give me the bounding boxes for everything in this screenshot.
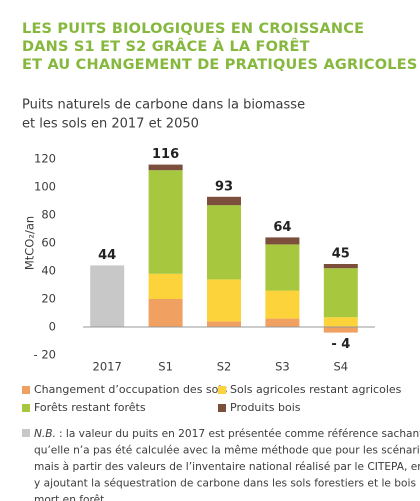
bar-segment [148,273,183,299]
legend-label: Produits bois [230,401,301,414]
total-label: 116 [152,147,179,162]
bar-segment [265,318,300,327]
value-label: - 4 [331,337,350,352]
x-tick-label: S2 [217,360,232,374]
total-label: 93 [215,179,233,194]
note-lead: N.B. [34,428,56,440]
bar-segment [265,290,300,319]
x-tick-label: S1 [158,360,173,374]
bar-segment [207,279,241,322]
y-tick-label: 100 [34,180,56,194]
total-label: 44 [98,248,116,263]
legend-swatch [22,404,30,412]
y-tick-label: 20 [41,292,56,306]
bar-segment [323,264,358,269]
note-line: mais à partir des valeurs de l’inventair… [34,461,420,473]
total-label: 64 [273,220,291,235]
legend-swatch [218,386,226,394]
y-tick-label: 120 [34,152,56,166]
bar-segment [265,237,300,245]
legend-label: Sols agricoles restant agricoles [230,383,402,396]
bar [90,265,125,327]
subtitle-line: et les sols en 2017 et 2050 [22,117,199,132]
bar-segment [265,244,300,291]
legend-label: Forêts restant forêts [34,401,146,414]
subtitle-line: Puits naturels de carbone dans la biomas… [22,98,305,113]
y-tick-label: 60 [41,236,56,250]
legend-swatch [22,386,30,394]
y-tick-label: 80 [41,208,56,222]
legend-label: Changement d’occupation des sols [34,383,227,396]
y-axis-label: MtCO₂/an [23,216,37,270]
note-line: qu’elle n’a pas été calculée avec la mêm… [34,445,420,457]
x-tick-label: 2017 [93,360,122,374]
note-line: y ajoutant la séquestration de carbone d… [34,478,416,490]
y-tick-label: - 20 [34,348,56,362]
bar-segment [207,196,241,206]
total-label: 45 [332,247,350,262]
bar-segment [207,205,241,280]
bar-segment [148,170,183,274]
y-tick-label: 40 [41,264,56,278]
note-text: : la valeur du puits en 2017 est présent… [59,428,420,440]
title-line: DANS S1 ET S2 GRÂCE À LA FORÊT [22,38,310,55]
legend-swatch [218,404,226,412]
title-line: ET AU CHANGEMENT DE PRATIQUES AGRICOLES [22,57,418,73]
bar-segment [148,164,183,171]
title-line: LES PUITS BIOLOGIQUES EN CROISSANCE [22,21,364,37]
bar-segment [323,268,358,318]
bar-segment [323,327,358,333]
note-icon [22,429,30,437]
y-tick-label: 0 [49,320,56,334]
x-tick-label: S3 [275,360,290,374]
bar-segment [207,321,241,327]
note-line: N.B.: la valeur du puits en 2017 est pré… [34,428,420,440]
bar-segment [148,299,183,327]
note-line: mort en forêt. [34,494,108,501]
x-tick-label: S4 [333,360,348,374]
bar-segment [323,317,358,327]
